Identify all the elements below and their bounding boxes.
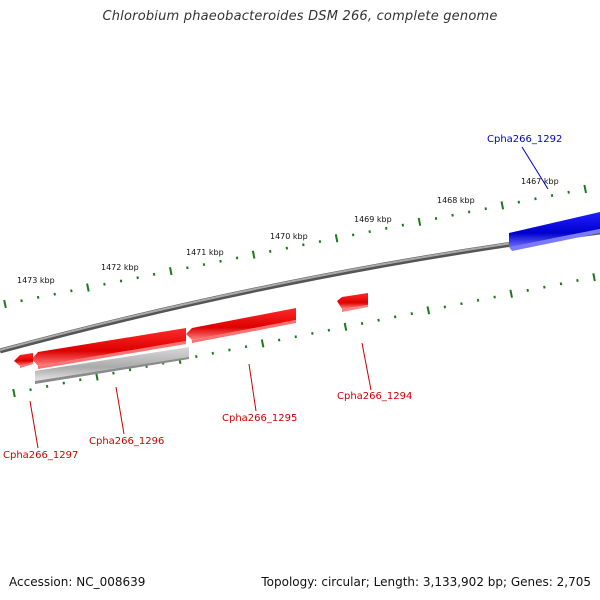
outer-major-tick <box>86 283 90 292</box>
inner-minor-tick <box>277 338 281 342</box>
leader-Cpha266_1292 <box>521 146 549 190</box>
outer-minor-tick <box>351 233 355 237</box>
inner-major-tick <box>509 289 513 298</box>
tick-label-1468: 1468 kbp <box>437 196 475 205</box>
accession-text: Accession: NC_008639 <box>9 575 146 589</box>
outer-minor-tick <box>401 223 405 227</box>
outer-major-tick <box>3 299 7 309</box>
gene-Cpha266_1295[interactable] <box>186 308 296 343</box>
inner-minor-tick <box>244 345 248 349</box>
tick-label-1467: 1467 kbp <box>521 177 559 186</box>
inner-minor-tick <box>45 384 49 388</box>
outer-minor-tick <box>152 272 156 276</box>
outer-minor-tick <box>534 197 537 201</box>
inner-minor-tick <box>294 335 297 339</box>
outer-major-tick <box>169 267 173 276</box>
inner-minor-tick <box>29 388 32 392</box>
inner-minor-tick <box>311 332 314 335</box>
outer-minor-tick <box>550 194 554 197</box>
outer-minor-tick <box>385 226 388 230</box>
gene-Cpha266_1296[interactable] <box>32 328 186 369</box>
inner-minor-tick <box>211 351 215 355</box>
outer-minor-tick <box>53 292 56 296</box>
inner-minor-tick <box>443 305 447 309</box>
outer-minor-tick <box>119 279 123 283</box>
tick-label-1472: 1472 kbp <box>101 263 139 272</box>
outer-minor-tick <box>434 217 438 220</box>
leader-Cpha266_1296 <box>115 386 125 435</box>
outer-minor-tick <box>285 246 289 250</box>
tick-label-1470: 1470 kbp <box>270 232 308 241</box>
inner-minor-tick <box>128 368 132 372</box>
gene-label-Cpha266_1294[interactable]: Cpha266_1294 <box>337 391 412 402</box>
outer-minor-tick <box>219 259 222 263</box>
outer-minor-tick <box>467 210 471 214</box>
gene-label-Cpha266_1296[interactable]: Cpha266_1296 <box>89 436 164 447</box>
map-title: Chlorobium phaeobacteroides DSM 266, com… <box>102 9 498 24</box>
outer-minor-tick <box>318 240 322 243</box>
outer-minor-tick <box>202 263 206 266</box>
inner-major-tick <box>426 306 431 315</box>
inner-minor-tick <box>360 322 364 325</box>
outer-minor-tick <box>36 295 40 299</box>
inner-minor-tick <box>62 381 65 385</box>
gene-Cpha266_1297[interactable] <box>14 353 33 368</box>
outer-minor-tick <box>567 190 570 194</box>
inner-minor-tick <box>493 295 496 299</box>
inner-minor-tick <box>526 288 529 292</box>
outer-major-tick <box>417 217 422 226</box>
inner-minor-tick <box>460 302 463 306</box>
inner-major-tick <box>260 339 265 348</box>
outer-minor-tick <box>368 230 371 234</box>
inner-minor-tick <box>393 315 397 319</box>
tick-label-1473: 1473 kbp <box>17 276 55 285</box>
outer-minor-tick <box>451 213 454 217</box>
inner-minor-tick <box>377 318 380 322</box>
inner-major-tick <box>12 388 16 398</box>
outer-minor-tick <box>70 289 73 293</box>
outer-minor-tick <box>484 207 487 211</box>
gene-Cpha266_1294[interactable] <box>337 293 368 312</box>
outer-minor-tick <box>517 200 521 204</box>
outer-scale-ticks <box>3 184 587 309</box>
inner-minor-tick <box>476 298 480 302</box>
outer-minor-tick <box>302 243 305 247</box>
outer-minor-tick <box>136 276 139 280</box>
inner-minor-tick <box>228 348 231 352</box>
inner-minor-tick <box>559 282 563 286</box>
inner-scale-ticks <box>12 273 596 398</box>
leader-Cpha266_1295 <box>248 363 257 412</box>
inner-minor-tick <box>410 312 413 316</box>
tick-label-1471: 1471 kbp <box>186 248 224 257</box>
outer-minor-tick <box>103 282 106 286</box>
inner-minor-tick <box>112 371 115 375</box>
outer-minor-tick <box>20 299 23 303</box>
tick-label-1469: 1469 kbp <box>354 215 392 224</box>
inner-minor-tick <box>576 279 579 282</box>
leader-Cpha266_1294 <box>361 342 372 391</box>
outer-minor-tick <box>235 256 239 260</box>
gene-label-Cpha266_1292[interactable]: Cpha266_1292 <box>487 134 562 145</box>
inner-minor-tick <box>195 355 198 359</box>
gene-label-Cpha266_1295[interactable]: Cpha266_1295 <box>222 413 297 424</box>
leader-Cpha266_1297 <box>29 400 39 449</box>
topology-summary: Topology: circular; Length: 3,133,902 bp… <box>261 575 591 589</box>
outer-major-tick <box>251 250 256 259</box>
outer-major-tick <box>583 184 587 194</box>
inner-major-tick <box>343 322 348 331</box>
gene-label-Cpha266_1297[interactable]: Cpha266_1297 <box>3 450 78 461</box>
gene-Cpha266_1292[interactable] <box>509 212 600 251</box>
outer-major-tick <box>334 234 339 243</box>
outer-minor-tick <box>269 249 272 253</box>
inner-minor-tick <box>79 378 82 382</box>
outer-minor-tick <box>186 266 189 270</box>
inner-major-tick <box>592 273 596 282</box>
inner-minor-tick <box>543 285 546 289</box>
outer-major-tick <box>500 201 505 210</box>
gene-Cpha266_1296-pseudo[interactable] <box>35 347 189 384</box>
inner-minor-tick <box>327 328 331 332</box>
